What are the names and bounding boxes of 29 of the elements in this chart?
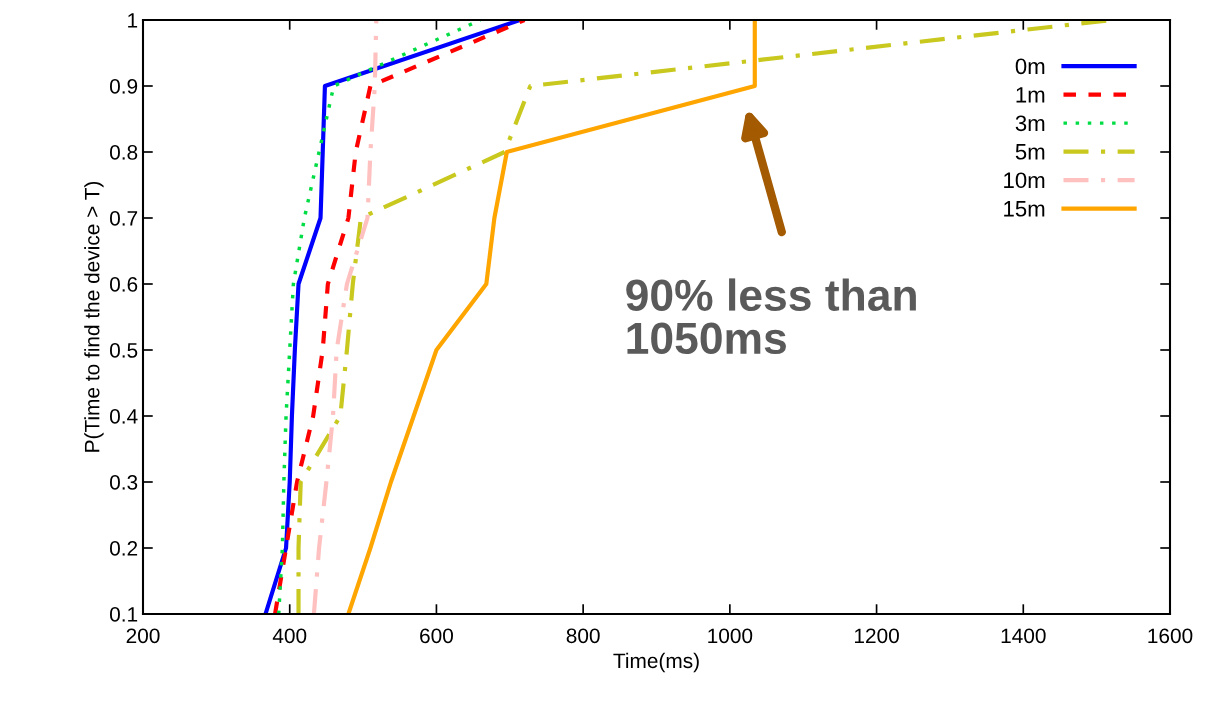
legend-label: 15m [1004, 201, 1045, 217]
y-tick-label: 0.5 [109, 343, 138, 358]
x-tick-label: 200 [126, 628, 160, 644]
annotation: 90% less than 1050ms [626, 278, 916, 355]
y-tick-label: 0.3 [109, 475, 138, 490]
x-tick-label: 1200 [854, 628, 899, 644]
y-tick-label: 0.2 [109, 541, 138, 556]
y-tick-label: 0.8 [109, 145, 138, 160]
legend-label: 10m [1004, 172, 1045, 189]
y-tick-label: 0.1 [109, 607, 138, 622]
y-tick-label: 0.4 [109, 409, 138, 424]
x-tick-label: 1600 [1148, 628, 1193, 644]
legend-label: 3m [1015, 115, 1045, 132]
x-tick-label: 1000 [708, 628, 753, 644]
y-tick-label: 1 [128, 13, 138, 28]
y-axis-title: P(Time to find the device > T) [84, 181, 104, 452]
x-tick-label: 1400 [1001, 628, 1046, 644]
legend-label: 1m [1016, 87, 1045, 103]
x-axis-title: Time(ms) [613, 652, 699, 673]
line-series [276, 20, 483, 614]
x-tick-label: 600 [420, 628, 453, 644]
x-tick-label: 400 [272, 628, 307, 644]
line-series [311, 20, 379, 614]
y-tick-label: 0.6 [109, 277, 138, 292]
legend-label: 0m [1015, 58, 1045, 75]
legend-label: 5m [1015, 144, 1045, 160]
y-tick-label: 0.9 [109, 79, 138, 94]
x-tick-label: 800 [566, 628, 600, 644]
y-tick-label: 0.7 [109, 211, 138, 226]
